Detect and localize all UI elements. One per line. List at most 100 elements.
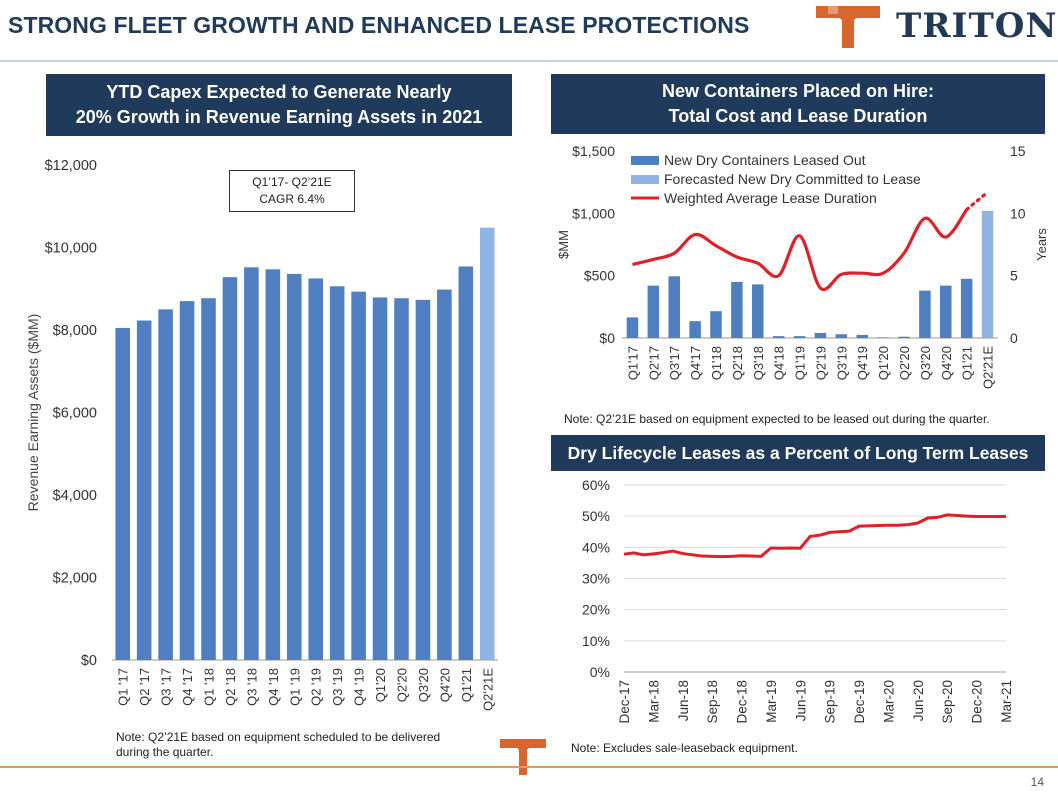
bar (731, 281, 743, 338)
y-tick-label: $500 (584, 268, 615, 284)
left-header-line-2: 20% Growth in Revenue Earning Assets in … (75, 107, 483, 127)
x-tick-label: Q1 '19 (287, 668, 302, 706)
y2-axis-label: Years (1034, 228, 1049, 261)
cagr-annotation-period: Q1’17- Q2’21E (252, 175, 332, 189)
y-tick-label: $8,000 (53, 323, 97, 339)
bar (394, 298, 409, 660)
bar (626, 317, 639, 338)
x-tick-label: Dec-18 (735, 680, 750, 724)
bar (179, 301, 195, 660)
bar (668, 276, 680, 338)
bar (814, 333, 827, 338)
y-tick-label: $10,000 (45, 241, 97, 257)
y-tick-label: 60% (582, 477, 610, 493)
x-tick-label: Q4'17 (688, 346, 703, 380)
y-tick-label: 50% (582, 508, 610, 524)
bottom-right-panel-header: Dry Lifecycle Leases as a Percent of Lon… (551, 435, 1045, 471)
x-tick-label: Jun-18 (676, 680, 691, 721)
footer-logo-icon (500, 739, 546, 775)
x-tick-label: Sep-19 (823, 680, 838, 724)
bar (772, 336, 785, 338)
series-line-lease-duration (632, 208, 968, 292)
bar (710, 311, 722, 338)
x-tick-label: Q4'20 (939, 346, 954, 380)
bar (689, 321, 701, 338)
bar (835, 334, 848, 338)
y-tick-label: $1,500 (572, 143, 615, 159)
left-header-line-1: YTD Capex Expected to Generate Nearly (106, 82, 452, 102)
x-tick-label: Q2'21E (981, 346, 996, 389)
x-tick-label: Sep-20 (940, 680, 955, 724)
y2-tick-label: 5 (1010, 268, 1018, 284)
x-tick-label: Mar-21 (999, 680, 1014, 723)
bar (158, 309, 173, 660)
x-tick-label: Q1 '18 (202, 668, 217, 706)
x-tick-label: Dec-20 (970, 680, 985, 724)
bar (201, 298, 216, 660)
company-logo (816, 6, 880, 48)
title-divider (0, 60, 1058, 62)
y-tick-label: $1,000 (572, 205, 615, 221)
x-tick-label: Q2'20 (395, 668, 410, 702)
x-tick-label: Dec-17 (617, 680, 632, 724)
y-tick-label: $2,000 (53, 571, 97, 587)
x-tick-label: Q3'19 (834, 346, 849, 380)
y-tick-label: $0 (599, 330, 615, 346)
bar (136, 320, 152, 660)
legend-swatch (631, 175, 659, 184)
x-tick-label: Jun-20 (911, 680, 926, 721)
bar (265, 269, 281, 660)
y2-tick-label: 0 (1010, 330, 1018, 346)
x-tick-label: Q3 '17 (159, 668, 174, 706)
x-tick-label: Q2'21E (480, 668, 495, 711)
x-tick-label: Q4'19 (855, 346, 870, 380)
x-tick-label: Q4'18 (772, 346, 787, 380)
y-tick-label: 0% (590, 664, 610, 680)
legend-swatch (631, 156, 659, 165)
left-panel-header: YTD Capex Expected to Generate Nearly 20… (46, 74, 512, 136)
x-tick-label: Q3'20 (416, 668, 431, 702)
bar (308, 278, 324, 660)
x-tick-label: Q1'19 (793, 346, 808, 380)
x-tick-label: Q1'21 (960, 346, 975, 380)
series-line-lifecycle (623, 513, 1006, 559)
lifecycle-leases-line-chart: 0% 10% 20% 30% 40% 50% 60% Dec-17 Mar-18 Jun-18 Se… (582, 477, 1014, 724)
x-tick-label: Q4'20 (437, 668, 452, 702)
x-tick-label: Mar-19 (764, 680, 779, 723)
x-tick-label: Q2 '17 (137, 668, 152, 706)
bar (372, 297, 388, 660)
x-tick-label: Q3'18 (751, 346, 766, 380)
x-tick-label: Mar-20 (881, 680, 896, 723)
y-tick-label: 40% (582, 539, 610, 555)
y-tick-label: $6,000 (53, 406, 97, 422)
bar (898, 336, 910, 338)
top-right-panel-header: New Containers Placed on Hire: Total Cos… (551, 74, 1045, 134)
x-tick-label: Q2'20 (897, 346, 912, 380)
y2-tick-label: 10 (1010, 205, 1026, 221)
top-right-header-line-2: Total Cost and Lease Duration (668, 106, 928, 126)
x-tick-label: Q2 '18 (223, 668, 238, 706)
x-tick-label: Q4 '18 (266, 668, 281, 706)
revenue-assets-bar-chart: $0 $2,000 $4,000 $6,000 $8,000 $10,000 $12,000… (25, 158, 498, 711)
bar (286, 273, 302, 660)
x-tick-label: Q2'19 (813, 346, 828, 380)
cagr-annotation: Q1’17- Q2’21E CAGR 6.4% (229, 170, 355, 212)
y-tick-label: $0 (81, 653, 97, 669)
bar (856, 334, 868, 338)
x-tick-label: Dec-19 (852, 680, 867, 724)
y-tick-label: $12,000 (45, 158, 97, 174)
top-right-header-line-1: New Containers Placed on Hire: (661, 81, 935, 101)
bar (919, 290, 931, 338)
x-tick-label: Q2'17 (646, 346, 661, 380)
bar (458, 266, 474, 660)
bar (115, 327, 131, 660)
logo-mark-icon (816, 6, 880, 48)
bar (244, 267, 259, 660)
x-tick-label: Q1'18 (709, 346, 724, 380)
x-tick-label: Q1'20 (373, 668, 388, 702)
page-title: STRONG FLEET GROWTH AND ENHANCED LEASE P… (8, 12, 750, 38)
legend-label: New Dry Containers Leased Out (664, 152, 866, 168)
y-axis-label: $MM (556, 230, 571, 259)
bar (981, 210, 994, 338)
bar (437, 289, 452, 660)
